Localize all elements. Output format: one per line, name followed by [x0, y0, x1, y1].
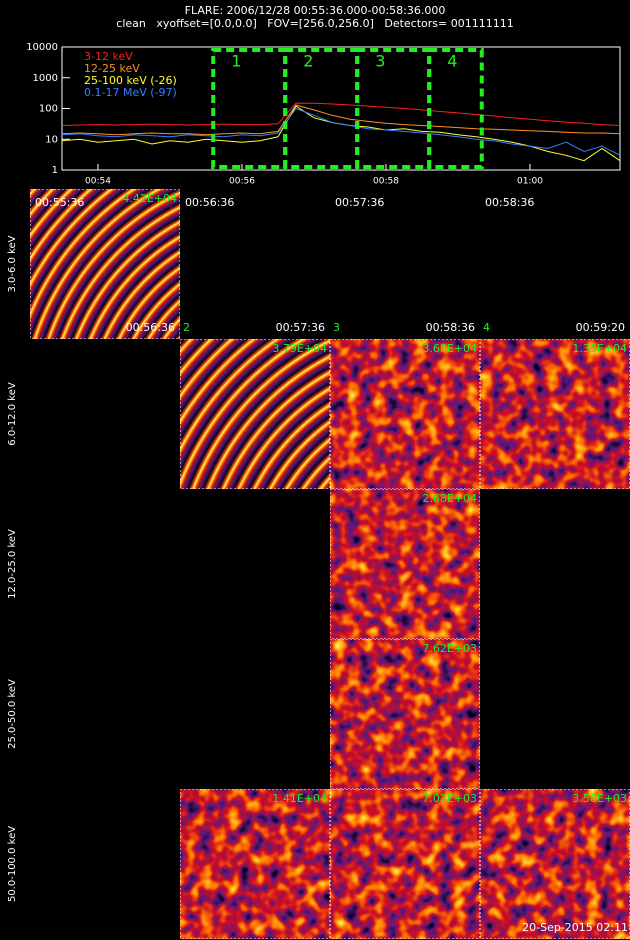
interval-number: 4: [483, 321, 490, 334]
interval-label: 4: [447, 52, 457, 71]
panel-maximum: 1.41E+04: [272, 792, 327, 805]
interval-number: 3: [333, 321, 340, 334]
end-time: 00:57:36: [276, 321, 325, 334]
energy-label: 6.0-12.0 keV: [7, 382, 18, 446]
panel-frame: [330, 639, 480, 789]
energy-label: 3.0-6.0 keV: [7, 235, 18, 292]
x-tick-label: 00:58: [373, 177, 399, 187]
start-time: 00:57:36: [335, 196, 384, 209]
start-time: 00:58:36: [485, 196, 534, 209]
panel-maximum: 7.62E+03: [422, 642, 477, 655]
panel-maximum: 3.58E+03: [572, 792, 627, 805]
panel-frame: [180, 789, 330, 939]
panel-frame: [480, 339, 630, 489]
image-panel: [180, 339, 330, 489]
panel-maximum: 7.02E+03: [422, 792, 477, 805]
panel-maximum: 4.42E+04: [122, 192, 177, 205]
image-panel: [330, 639, 480, 789]
interval-label: 3: [375, 52, 385, 71]
panel-frame: [330, 789, 480, 939]
subtitle: clean xyoffset=[0.0,0.0] FOV=[256.0,256.…: [116, 17, 513, 30]
start-time: 00:55:36: [35, 196, 84, 209]
panel-maximum: 3.68E+04: [422, 342, 477, 355]
image-panel: [180, 789, 330, 939]
x-tick-label: 01:00: [517, 177, 543, 187]
image-panel: [330, 789, 480, 939]
end-time: 00:59:20: [576, 321, 625, 334]
legend-entry: 12-25 keV: [84, 62, 140, 75]
end-time: 00:58:36: [426, 321, 475, 334]
legend-entry: 0.1-17 MeV (-97): [84, 86, 177, 99]
y-tick-label: 10000: [26, 42, 58, 53]
series-line: [61, 104, 621, 136]
image-panel: [480, 339, 630, 489]
legend-entry: 25-100 keV (-26): [84, 74, 177, 87]
series-line: [61, 102, 621, 126]
interval-number: 2: [183, 321, 190, 334]
image-panel: [330, 339, 480, 489]
panel-frame: [330, 339, 480, 489]
energy-label: 25.0-50.0 keV: [7, 679, 18, 749]
y-tick-label: 1: [52, 165, 58, 176]
title: FLARE: 2006/12/28 00:55:36.000-00:58:36.…: [185, 4, 446, 17]
panel-frame: [30, 189, 180, 339]
image-panel: [480, 789, 630, 939]
interval-label: 2: [303, 52, 313, 71]
x-tick-label: 00:54: [85, 177, 111, 187]
x-tick-label: 00:56: [229, 177, 255, 187]
start-time: 00:56:36: [185, 196, 234, 209]
image-panel: [30, 189, 180, 339]
series-line: [61, 107, 621, 156]
y-tick-label: 10: [45, 134, 58, 145]
y-tick-label: 100: [39, 104, 58, 115]
interval-label: 1: [231, 52, 241, 71]
panel-frame: [180, 339, 330, 489]
legend-entry: 3-12 keV: [84, 50, 133, 63]
energy-label: 50.0-100.0 keV: [7, 826, 18, 902]
panel-frame: [480, 789, 630, 939]
end-time: 00:56:36: [126, 321, 175, 334]
panel-frame: [330, 489, 480, 639]
interval-box: [427, 48, 484, 169]
panel-maximum: 2.68E+04: [422, 492, 477, 505]
footer: 20-Sep-2015 02:11: [522, 921, 628, 934]
panel-maximum: 3.79E+04: [272, 342, 327, 355]
panel-maximum: 1.35E+04: [572, 342, 627, 355]
image-panel: [330, 489, 480, 639]
energy-label: 12.0-25.0 keV: [7, 529, 18, 599]
y-tick-label: 1000: [33, 73, 58, 84]
